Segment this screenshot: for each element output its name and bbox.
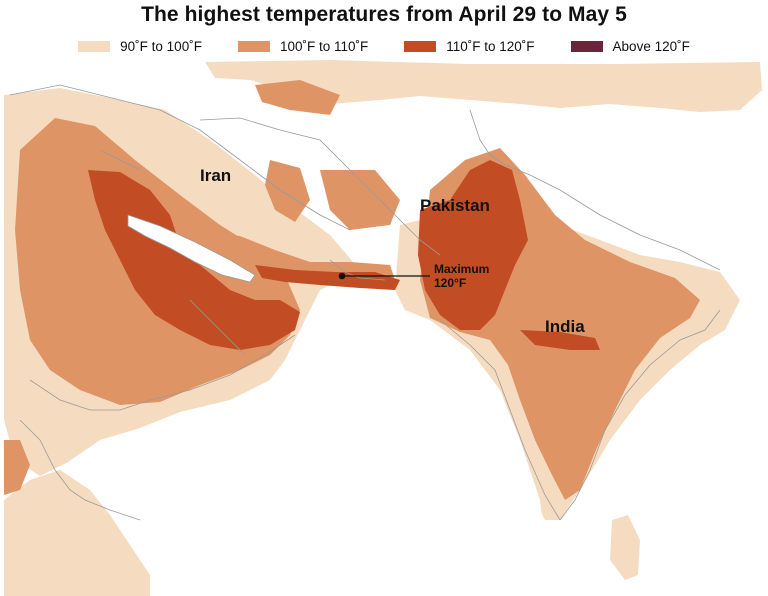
label-india: India: [545, 317, 585, 336]
persian-gulf: [127, 214, 256, 283]
maximum-label-line2: 120°F: [434, 276, 466, 290]
heat-map: Iran Pakistan India Maximum 120°F: [0, 58, 768, 596]
borders: [9, 84, 721, 521]
legend-label-above-120: Above 120˚F: [612, 38, 690, 54]
maximum-annotation: Maximum 120°F: [338, 262, 489, 290]
legend-swatch-100-110: [237, 40, 270, 52]
chart-title: The highest temperatures from April 29 t…: [141, 3, 627, 26]
legend-item-above-120: Above 120˚F: [570, 38, 690, 54]
legend-item-110-120: 110˚F to 120˚F: [404, 38, 535, 54]
label-pakistan: Pakistan: [420, 196, 490, 215]
legend-swatch-above-120: [570, 40, 603, 52]
arabian-sea: [150, 300, 550, 596]
label-iran: Iran: [200, 166, 231, 185]
legend: 90˚F to 100˚F 100˚F to 110˚F 110˚F to 12…: [0, 37, 768, 55]
legend-label-100-110: 100˚F to 110˚F: [279, 38, 369, 54]
legend-item-90-100: 90˚F to 100˚F: [78, 39, 202, 54]
legend-swatch-90-100: [78, 40, 111, 52]
maximum-label-line1: Maximum: [434, 262, 489, 276]
legend-label-90-100: 90˚F to 100˚F: [120, 38, 202, 54]
legend-item-100-110: 100˚F to 110˚F: [237, 38, 369, 54]
legend-swatch-110-120: [404, 40, 437, 52]
legend-label-110-120: 110˚F to 120˚F: [446, 38, 535, 54]
